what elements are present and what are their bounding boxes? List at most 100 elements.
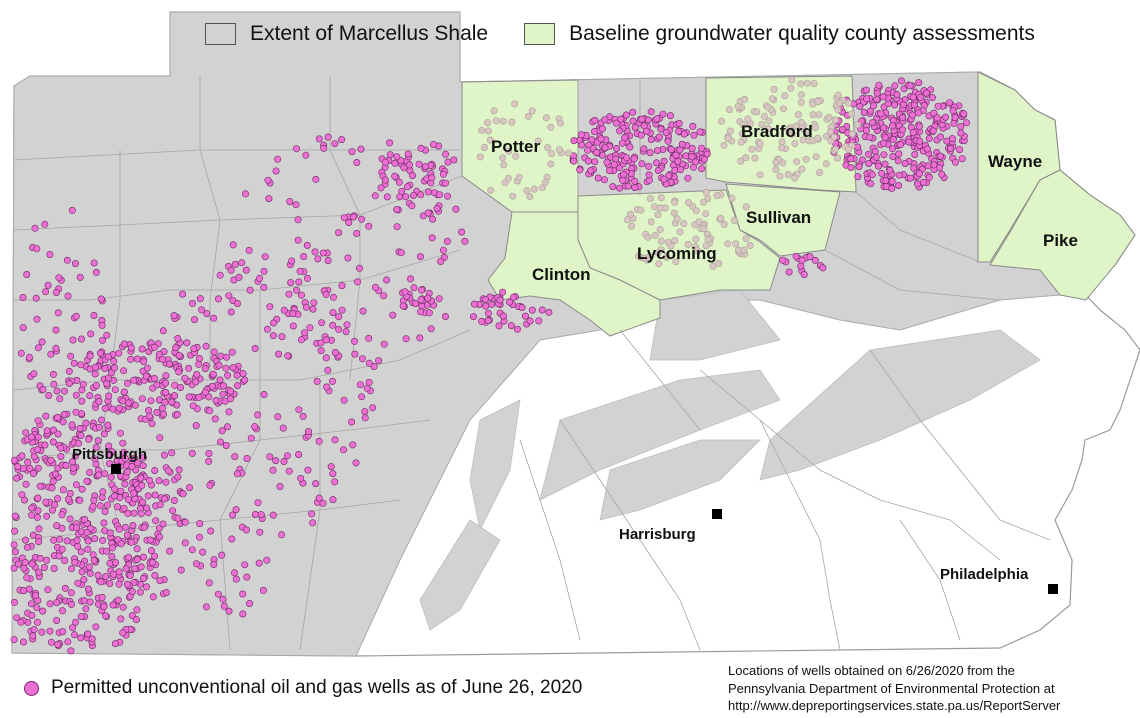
well-point [166,547,174,555]
well-point [60,387,68,395]
well-point [355,264,363,272]
well-point [111,485,119,493]
well-point [895,150,903,158]
well-point [406,275,414,283]
well-point [130,376,138,384]
well-point [951,158,959,166]
well-point [645,162,653,170]
well-point [934,102,942,110]
well-point [443,237,451,245]
well-point [272,167,280,175]
well-point [845,145,853,153]
well-point [819,264,827,272]
well-point [798,165,806,173]
well-point [254,499,262,507]
well-point [315,437,323,445]
well-point [685,199,693,207]
well-point [381,158,389,166]
well-point [880,151,888,159]
well-point [470,300,478,308]
well-point [507,322,515,330]
well-point [155,350,163,358]
well-point [117,540,125,548]
well-point [880,124,888,132]
well-point [523,187,531,195]
well-point [17,618,25,626]
well-point [29,469,37,477]
well-point [20,587,28,595]
well-point [175,466,183,474]
well-point [815,169,823,177]
well-point [11,456,19,464]
well-point [901,160,909,168]
well-point [54,309,62,317]
well-point [174,514,182,522]
well-point [617,115,625,123]
well-point [854,173,862,181]
well-point [327,463,335,471]
well-point [23,270,31,278]
well-point [30,626,38,634]
well-point [67,647,75,655]
well-point [49,370,57,378]
well-point [565,149,573,157]
well-point [619,176,627,184]
well-point [82,605,90,613]
well-point [33,445,41,453]
well-point [137,510,145,518]
well-point [424,294,432,302]
well-point [946,99,954,107]
well-point [87,330,95,338]
well-point [478,317,486,325]
county-clinton [487,211,661,337]
well-point [98,321,106,329]
well-point [217,352,225,360]
well-point [744,115,752,123]
well-point [314,255,322,263]
well-point [71,452,79,460]
well-point [130,509,138,517]
well-point [328,377,336,385]
label-sullivan: Sullivan [746,208,811,227]
well-point [504,174,512,182]
well-point [688,153,696,161]
well-point [151,466,159,474]
well-point [623,154,631,162]
well-point [797,118,805,126]
baseline-legend-label: Baseline groundwater quality county asse… [569,22,1035,45]
well-point [888,184,896,192]
well-point [51,470,59,478]
well-point [647,136,655,144]
well-point [667,146,675,154]
well-point [139,498,147,506]
well-point [112,559,120,567]
well-point [295,278,303,286]
well-point [417,296,425,304]
well-point [776,172,784,180]
well-point [322,336,330,344]
well-point [709,262,717,270]
well-point [335,313,343,321]
well-point [181,539,189,547]
well-point [193,560,201,568]
well-point [39,607,47,615]
well-point [11,512,19,520]
well-point [126,571,134,579]
well-point [63,256,71,264]
well-point [297,336,305,344]
well-point [159,355,167,363]
well-point [797,80,805,88]
well-point [688,144,696,152]
well-point [315,135,323,143]
well-point [98,416,106,424]
well-point [478,126,486,134]
well-point [49,426,57,434]
well-point [46,251,54,259]
well-point [962,119,970,127]
well-point [737,157,745,165]
well-point [133,355,141,363]
well-point [488,300,496,308]
well-point [108,552,116,560]
well-point [746,242,754,250]
well-point [342,328,350,336]
